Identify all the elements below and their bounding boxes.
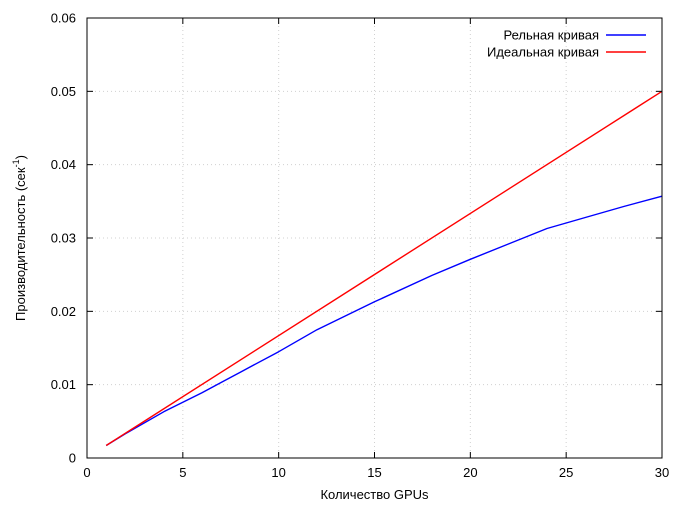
x-tick-label: 25 xyxy=(559,465,573,480)
series-line-2 xyxy=(105,90,663,447)
grid xyxy=(87,18,662,458)
y-axis-title-superscript: -1 xyxy=(11,159,21,167)
x-tick-label: 5 xyxy=(179,465,186,480)
x-tick-label: 10 xyxy=(271,465,285,480)
x-tick-label: 30 xyxy=(655,465,669,480)
series-lines xyxy=(105,90,663,447)
y-axis-title-close: ) xyxy=(13,155,28,159)
y-axis-title-main: Производительность (сек xyxy=(13,167,28,321)
legend: Рельная кривая Идеальная кривая xyxy=(487,28,646,60)
y-tick-label: 0.04 xyxy=(51,157,76,172)
y-tick-label: 0.02 xyxy=(51,304,76,319)
series-line-1 xyxy=(105,195,663,447)
legend-label: Рельная кривая xyxy=(503,28,599,43)
y-tick-label: 0.01 xyxy=(51,377,76,392)
tick-labels: 0 5 10 15 20 25 30 0 0.01 0.02 0.03 0.04 0.05 0.06 xyxy=(51,11,670,481)
y-tick-label: 0.05 xyxy=(51,84,76,99)
y-axis-title: Производительность (сек-1) xyxy=(11,155,28,321)
y-tick-label: 0.06 xyxy=(51,11,76,26)
x-tick-label: 15 xyxy=(367,465,381,480)
x-tick-label: 0 xyxy=(83,465,90,480)
x-tick-label: 20 xyxy=(463,465,477,480)
y-tick-label: 0 xyxy=(69,451,76,466)
legend-label: Идеальная кривая xyxy=(487,45,599,60)
axis-ticks xyxy=(86,17,663,459)
x-axis-title: Количество GPUs xyxy=(320,487,429,502)
y-tick-label: 0.03 xyxy=(51,231,76,246)
